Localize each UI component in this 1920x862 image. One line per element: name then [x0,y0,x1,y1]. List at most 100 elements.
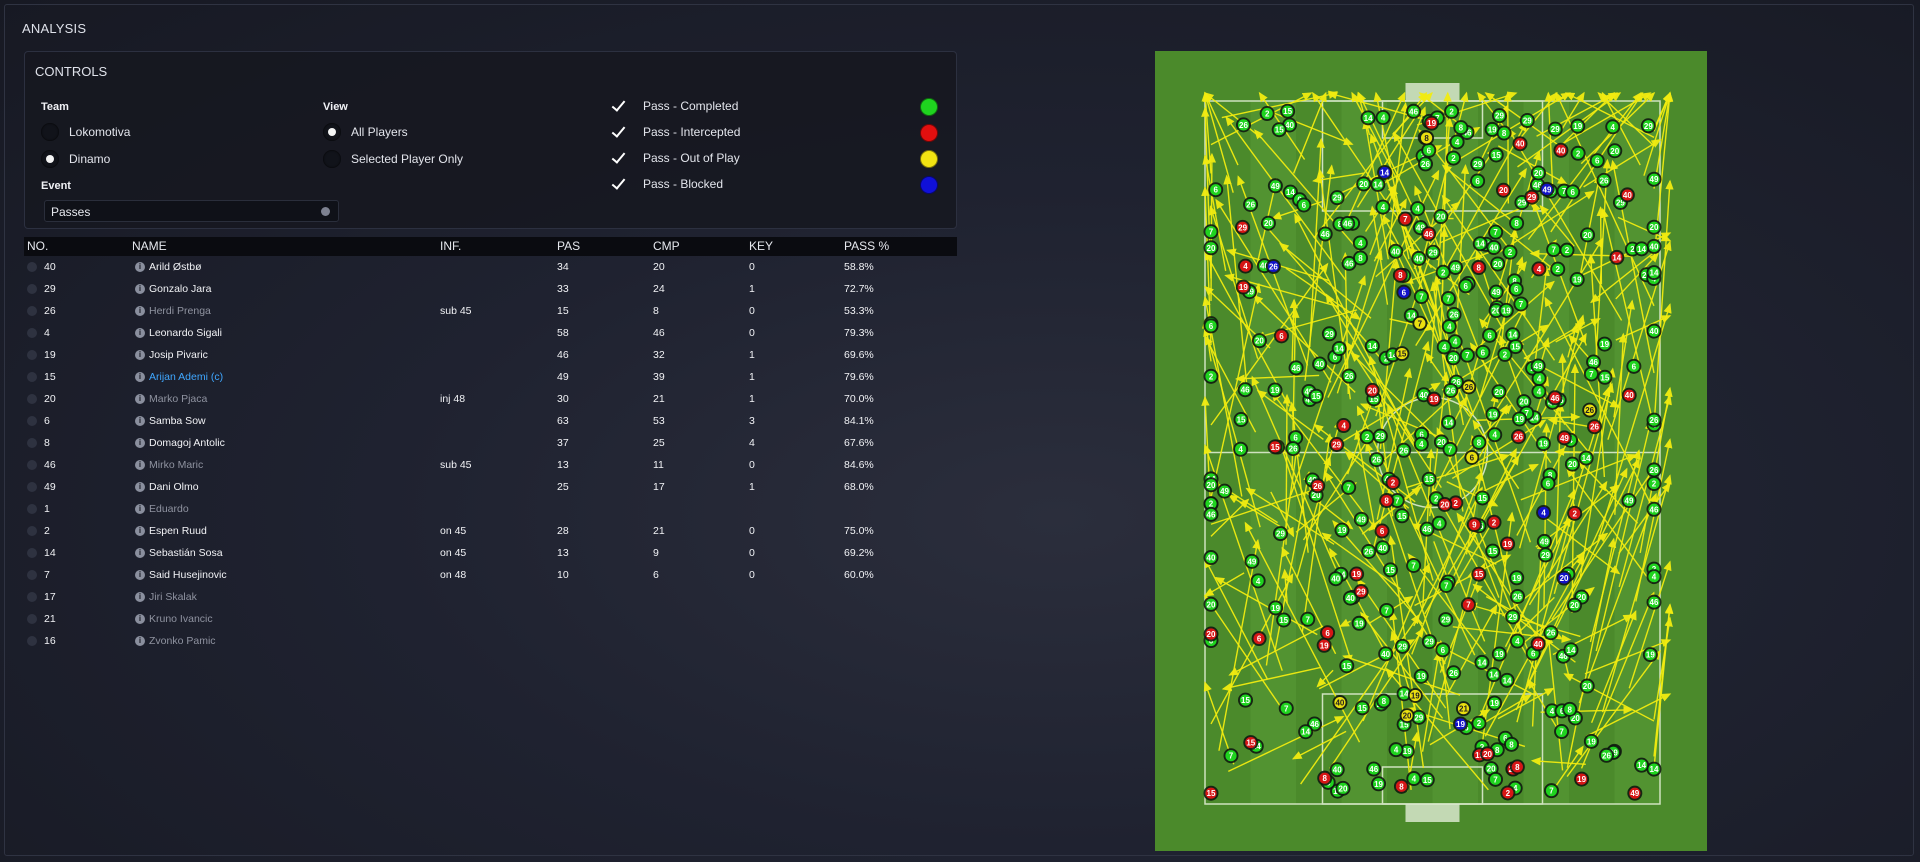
info-icon[interactable]: i [135,284,145,294]
row-select-icon[interactable] [27,460,37,470]
row-select-icon[interactable] [27,350,37,360]
info-icon[interactable]: i [135,350,145,360]
view-option-all-players[interactable]: All Players [323,123,408,141]
row-select-icon[interactable] [27,328,37,338]
row-select-icon[interactable] [27,416,37,426]
radio-icon[interactable] [41,123,59,141]
table-row[interactable]: 6 i Samba Sow 63 53 3 84.1% [24,410,957,432]
checkbox-checked-icon[interactable] [611,98,627,114]
header-pas[interactable]: PAS [557,239,581,253]
row-select-icon[interactable] [27,504,37,514]
info-icon[interactable]: i [135,504,145,514]
team-option-dinamo[interactable]: Dinamo [41,150,110,168]
info-icon[interactable]: i [135,328,145,338]
radio-selected-icon[interactable] [41,150,59,168]
row-name[interactable]: Dani Olmo [149,481,199,493]
event-select[interactable]: Passes [44,200,339,222]
header-pass-pct[interactable]: PASS % [844,239,890,253]
checkbox-checked-icon[interactable] [611,124,627,140]
row-name[interactable]: Samba Sow [149,415,206,427]
row-name[interactable]: Eduardo [149,503,189,515]
row-name[interactable]: Said Husejinovic [149,569,227,581]
filter-pass-out-of-play[interactable]: Pass - Out of Play [611,150,740,166]
header-cmp[interactable]: CMP [653,239,680,253]
row-name[interactable]: Mirko Maric [149,459,204,471]
info-icon[interactable]: i [135,416,145,426]
row-select-icon[interactable] [27,394,37,404]
team-option-lokomotiva[interactable]: Lokomotiva [41,123,130,141]
table-row[interactable]: 4 i Leonardo Sigali 58 46 0 79.3% [24,322,957,344]
table-row[interactable]: 21 i Kruno Ivancic [24,608,957,630]
row-name[interactable]: Marko Pjaca [149,393,208,405]
row-name[interactable]: Sebastián Sosa [149,547,223,559]
info-icon[interactable]: i [135,482,145,492]
row-name[interactable]: Jiri Skalak [149,591,197,603]
row-select-icon[interactable] [27,372,37,382]
pass-marker [1358,178,1370,190]
row-select-icon[interactable] [27,306,37,316]
filter-pass-intercepted[interactable]: Pass - Intercepted [611,124,740,140]
row-select-icon[interactable] [27,438,37,448]
row-select-icon[interactable] [27,570,37,580]
row-name[interactable]: Gonzalo Jara [149,283,212,295]
header-no[interactable]: NO. [27,239,49,253]
view-option-selected-player[interactable]: Selected Player Only [323,150,463,168]
radio-icon[interactable] [323,150,341,168]
table-row[interactable]: 16 i Zvonko Pamic [24,630,957,652]
row-name[interactable]: Zvonko Pamic [149,635,216,647]
info-icon[interactable]: i [135,438,145,448]
info-icon[interactable]: i [135,570,145,580]
row-name[interactable]: Kruno Ivancic [149,613,213,625]
table-row[interactable]: 1 i Eduardo [24,498,957,520]
table-row[interactable]: 26 i Herdi Prenga sub 45 15 8 0 53.3% [24,300,957,322]
row-select-icon[interactable] [27,262,37,272]
row-name[interactable]: Leonardo Sigali [149,327,222,339]
radio-selected-icon[interactable] [323,123,341,141]
table-row[interactable]: 46 i Mirko Maric sub 45 13 11 0 84.6% [24,454,957,476]
table-row[interactable]: 20 i Marko Pjaca inj 48 30 21 1 70.0% [24,388,957,410]
info-icon[interactable]: i [135,372,145,382]
filter-pass-blocked[interactable]: Pass - Blocked [611,176,723,192]
header-name[interactable]: NAME [132,239,167,253]
row-name[interactable]: Arijan Ademi (c) [149,371,224,383]
row-select-icon[interactable] [27,592,37,602]
info-icon[interactable]: i [135,394,145,404]
row-name[interactable]: Arild Østbø [149,261,202,273]
row-select-icon[interactable] [27,284,37,294]
row-name[interactable]: Domagoj Antolic [149,437,225,449]
info-icon[interactable]: i [135,548,145,558]
info-icon[interactable]: i [135,526,145,536]
header-key[interactable]: KEY [749,239,774,253]
checkbox-checked-icon[interactable] [611,150,627,166]
info-icon[interactable]: i [135,592,145,602]
row-select-icon[interactable] [27,548,37,558]
row-select-icon[interactable] [27,636,37,646]
table-row[interactable]: 40 i Arild Østbø 34 20 0 58.8% [24,256,957,278]
info-icon[interactable]: i [135,262,145,272]
pass-arrow [1413,486,1483,627]
pass-marker-number: 20 [1207,481,1216,490]
header-inf[interactable]: INF. [440,239,462,253]
row-select-icon[interactable] [27,526,37,536]
row-name[interactable]: Josip Pivaric [149,349,208,361]
row-name[interactable]: Espen Ruud [149,525,207,537]
table-row[interactable]: 29 i Gonzalo Jara 33 24 1 72.7% [24,278,957,300]
info-icon[interactable]: i [135,460,145,470]
table-row[interactable]: 49 i Dani Olmo 25 17 1 68.0% [24,476,957,498]
info-icon[interactable]: i [135,636,145,646]
table-row[interactable]: 8 i Domagoj Antolic 37 25 4 67.6% [24,432,957,454]
row-name[interactable]: Herdi Prenga [149,305,211,317]
table-row[interactable]: 17 i Jiri Skalak [24,586,957,608]
filter-pass-completed[interactable]: Pass - Completed [611,98,738,114]
table-row[interactable]: 7 i Said Husejinovic on 48 10 6 0 60.0% [24,564,957,586]
checkbox-checked-icon[interactable] [611,176,627,192]
table-row[interactable]: 19 i Josip Pivaric 46 32 1 69.6% [24,344,957,366]
table-row[interactable]: 14 i Sebastián Sosa on 45 13 9 0 69.2% [24,542,957,564]
info-icon[interactable]: i [135,306,145,316]
dropdown-icon[interactable] [321,207,330,216]
row-select-icon[interactable] [27,614,37,624]
table-row[interactable]: 2 i Espen Ruud on 45 28 21 0 75.0% [24,520,957,542]
info-icon[interactable]: i [135,614,145,624]
row-select-icon[interactable] [27,482,37,492]
table-row[interactable]: 15 i Arijan Ademi (c) 49 39 1 79.6% [24,366,957,388]
